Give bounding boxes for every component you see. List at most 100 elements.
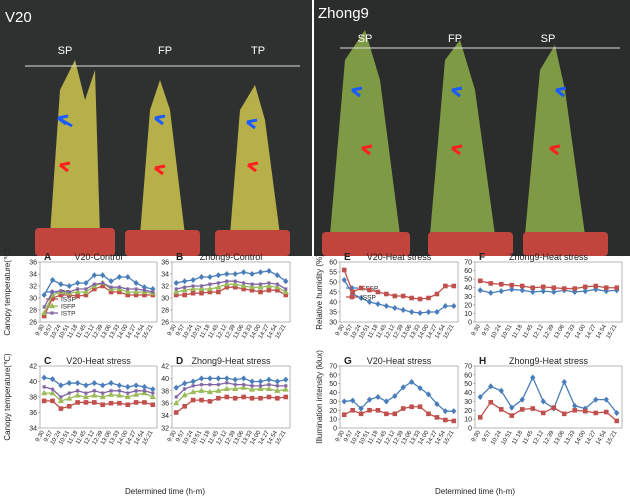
- y-tick-label: 34: [29, 426, 37, 433]
- marker: [614, 409, 620, 417]
- marker: [223, 280, 230, 287]
- marker: [190, 388, 197, 395]
- plot-frame: [474, 261, 623, 323]
- marker: [215, 387, 222, 393]
- x-axis-label: Determined time (h-m): [125, 487, 205, 496]
- marker: [173, 384, 179, 391]
- plot-frame: [39, 261, 158, 323]
- marker: [561, 286, 567, 291]
- marker: [266, 394, 272, 400]
- y-tick-label: 26: [161, 320, 169, 327]
- legend-label: ISFP: [61, 304, 75, 311]
- marker: [425, 308, 432, 316]
- marker: [82, 288, 90, 295]
- marker: [249, 378, 255, 385]
- y-tick-label: 42: [29, 364, 37, 371]
- marker: [199, 382, 204, 387]
- arrows: [57, 86, 567, 176]
- marker: [442, 302, 449, 310]
- marker: [282, 386, 289, 392]
- y-tick-label: 60: [464, 372, 472, 379]
- marker: [75, 400, 80, 405]
- marker: [408, 308, 415, 316]
- marker: [477, 415, 483, 420]
- marker: [83, 391, 88, 396]
- marker: [207, 282, 212, 287]
- y-tick-label: 30: [464, 399, 472, 406]
- marker: [477, 287, 483, 294]
- x-tick-label: 9:30: [35, 429, 46, 443]
- y-tick-label: 36: [29, 260, 37, 267]
- panel-letter: A: [44, 252, 51, 263]
- marker: [582, 408, 588, 414]
- marker: [341, 267, 347, 273]
- marker: [275, 395, 280, 401]
- marker: [108, 278, 114, 285]
- marker: [240, 384, 247, 390]
- photo-panel: V20 SP FP TP Zhong9 SP FP SP: [0, 0, 630, 256]
- marker: [141, 383, 148, 390]
- marker: [451, 418, 457, 424]
- marker: [125, 287, 130, 291]
- x-tick-label: 9:30: [167, 429, 178, 443]
- marker: [274, 272, 281, 279]
- photo-label: Zhong9: [318, 5, 369, 22]
- marker: [451, 283, 457, 289]
- marker: [341, 398, 347, 405]
- marker: [509, 404, 515, 411]
- marker: [198, 285, 205, 292]
- marker: [58, 288, 63, 293]
- marker: [509, 282, 515, 288]
- marker: [198, 375, 205, 382]
- marker: [249, 270, 255, 278]
- marker: [384, 411, 389, 417]
- chart-title: V20-Heat stress: [367, 252, 432, 262]
- y-tick-label: 60: [329, 260, 337, 267]
- y-tick-label: 0: [468, 320, 472, 327]
- marker: [341, 412, 347, 418]
- marker: [551, 405, 557, 410]
- marker: [57, 397, 64, 403]
- y-tick-label: 70: [464, 364, 472, 371]
- marker: [392, 304, 398, 312]
- marker: [341, 276, 347, 284]
- panel-letter: F: [479, 252, 485, 263]
- x-tick-label: 9:30: [335, 429, 346, 443]
- marker: [190, 397, 196, 403]
- x-tick-label: 9:30: [471, 429, 482, 443]
- marker: [614, 285, 620, 291]
- marker: [50, 290, 55, 294]
- marker: [232, 385, 239, 392]
- marker: [173, 410, 179, 415]
- marker: [58, 281, 64, 288]
- plot-frame: [171, 365, 291, 429]
- marker: [173, 399, 180, 406]
- marker: [561, 411, 567, 417]
- marker: [409, 295, 414, 301]
- legend-marker: [48, 302, 56, 309]
- marker: [198, 273, 205, 281]
- marker: [224, 279, 229, 284]
- marker: [66, 404, 72, 409]
- marker: [392, 293, 398, 299]
- marker: [107, 391, 115, 397]
- marker: [92, 388, 97, 393]
- marker: [232, 280, 239, 287]
- marker: [519, 407, 525, 412]
- marker: [384, 291, 389, 297]
- marker: [408, 378, 415, 386]
- y-tick-label: 20: [329, 408, 337, 415]
- marker: [74, 288, 81, 295]
- marker: [258, 395, 263, 401]
- marker: [367, 287, 372, 293]
- marker: [42, 384, 47, 389]
- panel-letter: H: [479, 356, 486, 367]
- marker: [75, 287, 80, 291]
- y-tick-label: 32: [161, 426, 169, 433]
- marker: [442, 408, 449, 415]
- marker: [417, 404, 423, 410]
- marker: [257, 269, 264, 276]
- series-line: [479, 375, 618, 414]
- x-tick-label: 9:30: [35, 323, 46, 337]
- panel-letter: C: [44, 356, 51, 367]
